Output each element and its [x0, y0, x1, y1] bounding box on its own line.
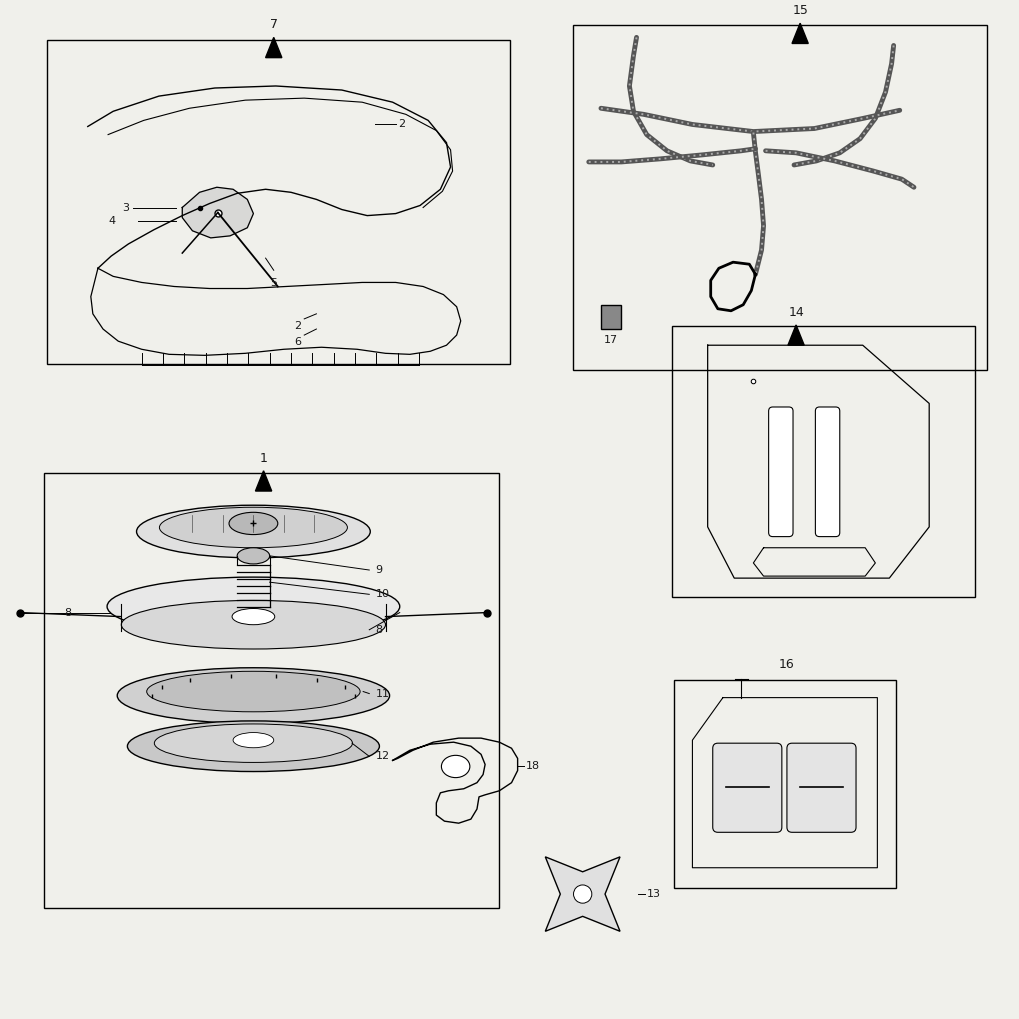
Polygon shape — [266, 38, 282, 58]
Ellipse shape — [137, 505, 370, 557]
Text: 17: 17 — [604, 335, 619, 345]
Text: 3: 3 — [122, 203, 129, 213]
Polygon shape — [545, 857, 620, 931]
Ellipse shape — [237, 548, 270, 564]
Text: 9: 9 — [375, 565, 382, 575]
Text: 10: 10 — [375, 589, 389, 599]
Text: 8: 8 — [375, 625, 382, 635]
Ellipse shape — [147, 672, 360, 712]
Bar — [673, 326, 975, 597]
Text: 15: 15 — [792, 4, 808, 17]
Text: 8: 8 — [64, 607, 71, 618]
Ellipse shape — [121, 600, 385, 649]
Ellipse shape — [159, 507, 347, 548]
Polygon shape — [256, 471, 272, 491]
Text: 2: 2 — [294, 321, 302, 331]
Ellipse shape — [232, 608, 275, 625]
Bar — [47, 41, 510, 365]
Bar — [573, 25, 987, 370]
Text: 14: 14 — [789, 306, 804, 319]
FancyBboxPatch shape — [787, 743, 856, 833]
Bar — [601, 305, 622, 329]
Ellipse shape — [154, 723, 353, 762]
FancyBboxPatch shape — [768, 407, 793, 537]
Polygon shape — [792, 23, 808, 44]
Text: 18: 18 — [526, 761, 540, 771]
Ellipse shape — [127, 720, 379, 771]
Text: 16: 16 — [780, 658, 795, 672]
Text: 13: 13 — [647, 889, 660, 899]
Text: 6: 6 — [294, 337, 302, 347]
Text: 4: 4 — [108, 216, 115, 225]
Bar — [44, 473, 499, 908]
Ellipse shape — [107, 577, 399, 636]
Text: 5: 5 — [270, 278, 277, 288]
Ellipse shape — [117, 667, 389, 723]
Text: 7: 7 — [270, 18, 278, 32]
Text: 12: 12 — [375, 751, 389, 761]
Bar — [675, 681, 896, 888]
Text: 2: 2 — [397, 119, 405, 129]
Ellipse shape — [574, 884, 592, 903]
Ellipse shape — [229, 513, 278, 535]
Text: 1: 1 — [260, 451, 268, 465]
Polygon shape — [788, 325, 804, 345]
FancyBboxPatch shape — [815, 407, 840, 537]
Text: 11: 11 — [375, 689, 389, 699]
Ellipse shape — [441, 755, 470, 777]
FancyBboxPatch shape — [712, 743, 782, 833]
Polygon shape — [182, 187, 254, 237]
Ellipse shape — [233, 733, 274, 748]
